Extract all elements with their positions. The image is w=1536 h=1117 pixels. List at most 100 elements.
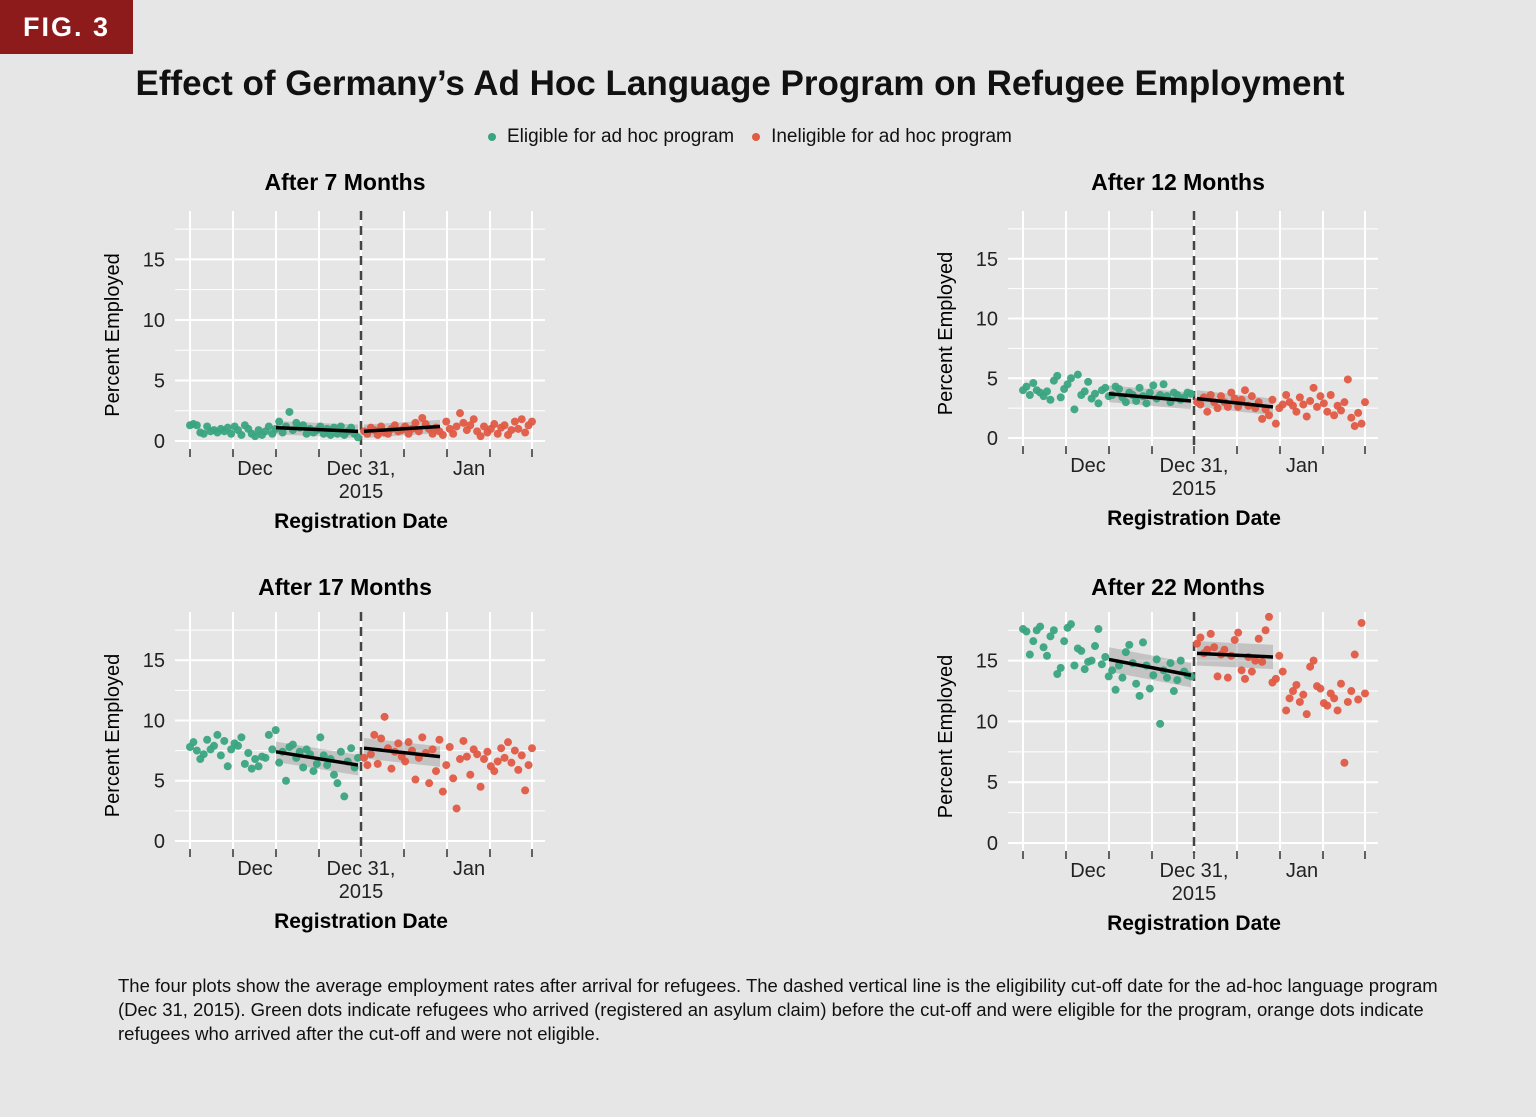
data-point-ineligible [517, 415, 526, 424]
data-point-ineligible [1299, 690, 1308, 699]
data-point-ineligible [1203, 407, 1212, 416]
data-point-ineligible [438, 430, 447, 439]
data-point-ineligible [1333, 706, 1342, 715]
data-point-ineligible [1271, 674, 1280, 683]
x-tick-label: Jan [1286, 860, 1318, 882]
y-tick-label: 10 [976, 309, 998, 331]
data-point-ineligible [1330, 694, 1339, 703]
data-point-ineligible [1278, 667, 1287, 676]
data-point-eligible [1101, 652, 1110, 661]
x-tick-label: Dec [237, 458, 273, 480]
data-point-eligible [1145, 388, 1154, 397]
x-tick-label: Dec [1070, 860, 1106, 882]
data-point-ineligible [500, 421, 509, 430]
data-point-eligible [227, 745, 236, 754]
data-point-ineligible [1193, 639, 1201, 648]
fit-line-eligible [1108, 657, 1192, 677]
data-point-eligible [288, 740, 297, 749]
data-point-ineligible [1247, 392, 1256, 401]
legend-label-eligible: Eligible for ad hoc program [507, 126, 735, 147]
data-point-ineligible [1223, 402, 1232, 411]
data-point-ineligible [442, 761, 451, 770]
data-point-eligible [1067, 620, 1075, 629]
data-point-ineligible [504, 738, 512, 747]
data-point-ineligible [476, 432, 485, 441]
data-point-eligible [1142, 399, 1151, 408]
data-point-ineligible [1326, 390, 1335, 399]
data-point-ineligible [1302, 710, 1311, 719]
data-point-ineligible [1271, 419, 1280, 428]
x-tick-label: Jan [453, 858, 485, 880]
data-point-eligible [1118, 673, 1127, 682]
data-point-eligible [1029, 379, 1038, 388]
data-point-ineligible [1330, 411, 1339, 420]
data-point-ineligible [363, 761, 372, 770]
data-point-eligible [1104, 672, 1113, 681]
data-point-eligible [1043, 387, 1051, 396]
data-point-eligible [199, 750, 208, 759]
data-point-eligible [330, 770, 338, 779]
data-point-eligible [223, 423, 232, 432]
data-point-eligible [1084, 377, 1093, 386]
data-point-eligible [309, 767, 318, 776]
y-tick-label: 0 [154, 431, 165, 453]
data-point-ineligible [1213, 672, 1222, 681]
data-point-ineligible [497, 744, 506, 753]
data-point-ineligible [1347, 687, 1356, 696]
data-point-eligible [192, 421, 201, 430]
data-point-ineligible [1313, 402, 1321, 411]
legend: Eligible for ad hoc program Ineligible f… [488, 126, 1030, 148]
data-point-eligible [1056, 663, 1065, 672]
data-point-ineligible [1306, 662, 1315, 671]
data-point-eligible [1097, 660, 1106, 669]
panel-title: After 12 Months [1091, 169, 1265, 195]
x-tick-label: 2015 [339, 481, 384, 503]
data-point-eligible [336, 422, 345, 431]
data-point-ineligible [493, 757, 502, 766]
data-point-eligible [1101, 383, 1110, 392]
y-axis-label: Percent Employed [102, 253, 124, 416]
data-point-ineligible [1292, 680, 1301, 689]
x-axis-label: Registration Date [274, 910, 448, 933]
data-point-ineligible [476, 782, 485, 791]
data-point-ineligible [521, 428, 530, 437]
data-point-eligible [354, 753, 362, 762]
data-point-eligible [275, 758, 284, 767]
data-point-eligible [234, 741, 242, 750]
data-point-eligible [1060, 637, 1069, 646]
data-point-ineligible [459, 736, 468, 745]
y-tick-label: 0 [987, 428, 998, 450]
fit-line-eligible [275, 750, 359, 767]
data-point-eligible [220, 736, 229, 745]
data-point-ineligible [438, 787, 447, 796]
data-point-ineligible [1213, 404, 1222, 413]
data-point-ineligible [418, 733, 427, 742]
data-point-ineligible [1357, 419, 1366, 428]
y-axis-label: Percent Employed [935, 655, 957, 818]
data-point-ineligible [373, 430, 382, 439]
data-point-ineligible [1254, 634, 1263, 643]
panel-title: After 17 Months [258, 574, 432, 600]
data-point-ineligible [1230, 635, 1239, 644]
data-point-eligible [354, 433, 362, 442]
panel-2: After 12 Months 0 5 10 15 Percent Employed Dec… [935, 169, 1378, 530]
data-point-eligible [271, 726, 280, 735]
data-point-eligible [1094, 399, 1103, 408]
data-point-eligible [1135, 383, 1144, 392]
fit-line-ineligible [363, 746, 441, 759]
data-point-eligible [192, 746, 201, 755]
data-point-eligible [1022, 627, 1031, 636]
panel-title: After 22 Months [1091, 574, 1265, 600]
data-point-eligible [210, 741, 218, 750]
y-tick-label: 5 [987, 368, 998, 390]
data-point-eligible [213, 730, 222, 739]
data-point-ineligible [387, 764, 396, 773]
data-point-ineligible [1319, 399, 1328, 408]
data-point-eligible [1094, 625, 1103, 634]
data-point-ineligible [1354, 408, 1363, 417]
data-point-eligible [1025, 650, 1034, 659]
data-point-ineligible [1261, 626, 1270, 635]
data-point-eligible [1087, 656, 1096, 665]
data-point-ineligible [1196, 633, 1205, 642]
data-point-ineligible [1340, 758, 1349, 767]
